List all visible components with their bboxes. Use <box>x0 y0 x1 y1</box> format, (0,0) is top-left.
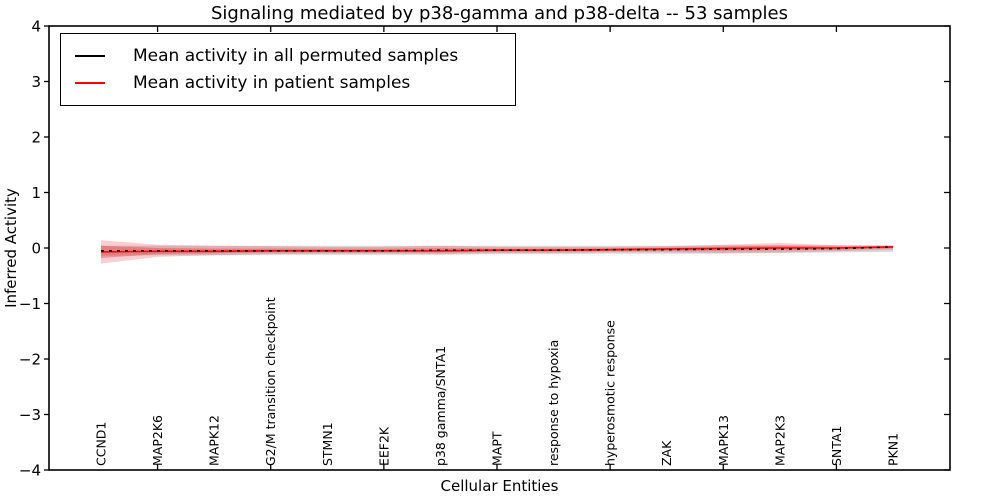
legend-item-label: Mean activity in all permuted samples <box>133 45 459 66</box>
x-category-label: p38 gamma/SNTA1 <box>433 346 448 466</box>
label-layer: 4 3 2 1 0 −1 −2 −3 −4 CCND1 MAP2K6 MAPK12 G2/M trans… <box>19 18 901 480</box>
x-category-label: ZAK <box>659 440 674 466</box>
x-category-label: STMN1 <box>320 422 335 466</box>
x-category-label: response to hypoxia <box>546 340 561 466</box>
legend-item-label: Mean activity in patient samples <box>133 72 411 93</box>
x-category-label: MAP2K6 <box>150 415 165 466</box>
legend-item-patient: Mean activity in patient samples <box>75 69 505 96</box>
patient-samples-band-outer <box>101 240 893 264</box>
x-category-label: MAPT <box>489 431 504 466</box>
x-category-label: SNTA1 <box>829 426 844 466</box>
y-tick-label: 3 <box>31 73 41 91</box>
x-category-label: MAPK13 <box>716 415 731 466</box>
x-category-label: CCND1 <box>94 422 109 466</box>
permuted-line-swatch <box>75 54 105 57</box>
y-tick-label: 1 <box>31 184 41 202</box>
x-category-label: hyperosmotic response <box>603 320 618 466</box>
x-category-label: G2/M transition checkpoint <box>263 297 278 466</box>
legend: Mean activity in all permuted samples Me… <box>60 33 516 106</box>
y-tick-label: −2 <box>19 351 41 369</box>
chart-layers <box>100 240 894 264</box>
chart-title: Signaling mediated by p38-gamma and p38-… <box>211 3 788 24</box>
y-tick-label: −3 <box>19 406 41 424</box>
legend-item-permuted: Mean activity in all permuted samples <box>75 42 505 69</box>
patient-line-swatch <box>75 81 105 84</box>
x-category-label: MAP2K3 <box>772 415 787 466</box>
x-category-label: PKN1 <box>885 433 900 466</box>
x-axis-label: Cellular Entities <box>440 477 559 495</box>
y-tick-label: −1 <box>19 295 41 313</box>
x-category-label: EEF2K <box>376 426 391 466</box>
y-tick-label: 0 <box>31 240 41 258</box>
y-tick-label: −4 <box>19 462 41 480</box>
y-axis-label: Inferred Activity <box>2 188 20 308</box>
y-tick-label: 4 <box>31 18 41 36</box>
y-tick-label: 2 <box>31 129 41 147</box>
tick-layer <box>44 25 950 471</box>
x-category-label: MAPK12 <box>207 415 222 466</box>
patient-mean-line <box>100 246 894 253</box>
